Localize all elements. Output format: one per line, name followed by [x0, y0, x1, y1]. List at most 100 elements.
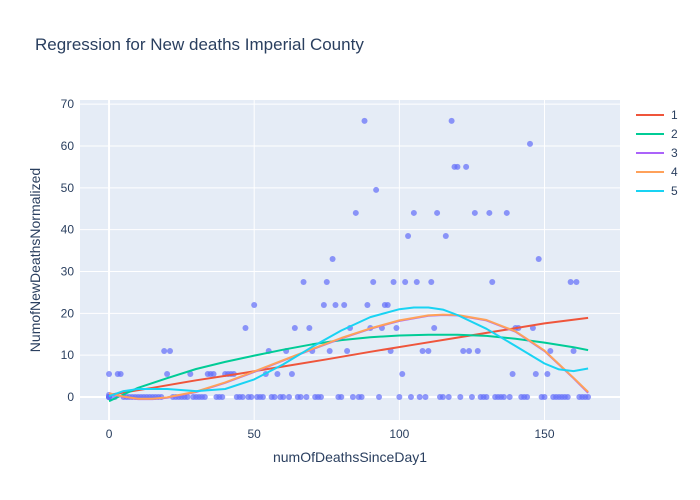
data-point	[297, 393, 304, 400]
data-point	[239, 393, 246, 400]
regression-line-2	[108, 333, 589, 403]
y-tick-label: 40	[61, 223, 75, 237]
data-point	[344, 347, 351, 354]
data-point	[416, 393, 423, 400]
data-point	[567, 278, 574, 285]
chart-title: Regression for New deaths Imperial Count…	[35, 35, 364, 54]
data-point	[405, 232, 412, 239]
data-point	[271, 393, 278, 400]
data-point	[106, 370, 113, 377]
data-point	[489, 278, 496, 285]
y-tick-label: 10	[61, 348, 75, 362]
y-tick-label: 60	[61, 139, 75, 153]
data-point	[570, 347, 577, 354]
data-point	[332, 301, 339, 308]
data-point	[117, 370, 124, 377]
data-point	[419, 347, 426, 354]
data-point	[361, 117, 368, 124]
data-point	[422, 393, 429, 400]
y-tick-label: 70	[61, 97, 75, 111]
y-tick-label: 50	[61, 181, 75, 195]
data-point	[376, 393, 383, 400]
plot-area	[80, 100, 620, 420]
data-point	[326, 347, 333, 354]
data-point	[390, 278, 397, 285]
data-point	[349, 393, 356, 400]
data-point	[167, 347, 173, 354]
data-point	[329, 255, 336, 262]
y-axis-title: NumofNewDeathsNormalized	[27, 168, 43, 352]
x-tick-label: 50	[248, 427, 262, 441]
data-point	[466, 347, 473, 354]
data-point	[468, 393, 475, 400]
data-point	[483, 393, 490, 400]
data-point	[370, 278, 377, 285]
legend-label-3[interactable]: 3	[671, 146, 678, 160]
data-point	[439, 393, 446, 400]
data-point	[242, 324, 249, 331]
data-point	[402, 278, 409, 285]
data-point	[161, 347, 168, 354]
data-point	[373, 186, 380, 193]
data-point	[527, 140, 533, 147]
data-point	[393, 324, 400, 331]
data-point	[396, 393, 403, 400]
data-point	[407, 393, 414, 400]
data-point	[431, 324, 438, 331]
data-point	[448, 117, 455, 124]
data-point	[291, 324, 298, 331]
data-point	[500, 393, 507, 400]
data-point	[486, 209, 493, 216]
data-point	[320, 301, 327, 308]
data-point	[460, 347, 467, 354]
data-point	[384, 301, 391, 308]
data-point	[201, 393, 208, 400]
data-point	[425, 347, 432, 354]
data-point	[187, 370, 194, 377]
y-tick-label: 0	[67, 390, 74, 404]
data-point	[532, 370, 539, 377]
y-tick-label: 30	[61, 265, 75, 279]
x-axis-title: numOfDeathsSinceDay1	[273, 449, 427, 465]
data-point	[300, 278, 307, 285]
data-point	[364, 301, 371, 308]
data-point	[544, 370, 551, 377]
legend-label-5[interactable]: 5	[671, 184, 678, 198]
data-point	[410, 209, 417, 216]
data-point	[503, 209, 510, 216]
data-point	[286, 393, 293, 400]
legend-label-1[interactable]: 1	[671, 108, 678, 122]
y-tick-label: 20	[61, 306, 75, 320]
data-point	[585, 393, 592, 400]
data-point	[457, 393, 464, 400]
x-tick-label: 0	[106, 427, 113, 441]
data-point	[358, 393, 365, 400]
legend-label-4[interactable]: 4	[671, 165, 678, 179]
data-point	[288, 370, 295, 377]
legend-label-2[interactable]: 2	[671, 127, 678, 141]
regression-lines	[108, 306, 589, 403]
data-point	[564, 393, 571, 400]
data-point	[338, 393, 345, 400]
data-point	[547, 347, 554, 354]
data-point	[442, 232, 449, 239]
data-point	[506, 393, 513, 400]
data-point	[454, 163, 461, 170]
data-point	[399, 370, 406, 377]
data-point	[573, 278, 580, 285]
data-point	[541, 393, 548, 400]
data-point	[471, 209, 478, 216]
regression-line-5	[108, 306, 589, 398]
data-point	[303, 393, 310, 400]
data-point	[306, 324, 313, 331]
axis-tick-labels: 0 10 20 30 40 50 60 70 0 50 100 150	[61, 97, 555, 441]
data-point	[164, 370, 171, 377]
data-point	[219, 393, 226, 400]
data-point	[323, 278, 330, 285]
data-point	[210, 370, 217, 377]
data-point	[428, 278, 435, 285]
regression-line-4	[108, 313, 589, 400]
data-point	[535, 255, 542, 262]
data-point	[434, 209, 441, 216]
